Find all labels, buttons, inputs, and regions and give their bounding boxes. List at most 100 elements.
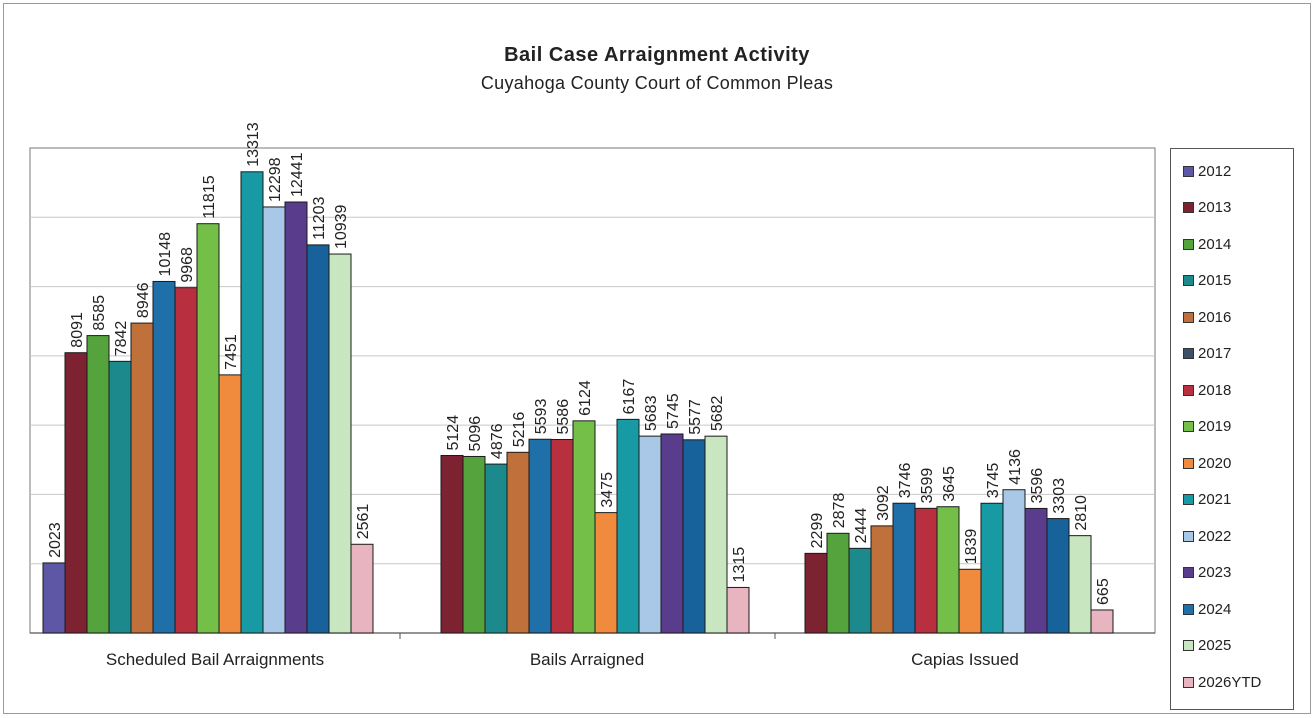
legend-label: 2013: [1198, 199, 1232, 216]
bar-data-label: 8585: [91, 295, 108, 331]
bar: [572, 420, 596, 634]
bar: [616, 418, 640, 634]
legend-label: 2021: [1198, 491, 1232, 508]
legend-item: 2018: [1183, 380, 1231, 400]
bar-data-label: 3645: [941, 466, 958, 502]
bar-data-label: 9968: [179, 247, 196, 283]
bar: [660, 433, 684, 634]
bar: [826, 532, 850, 634]
legend-swatch: [1183, 421, 1194, 432]
legend-label: 2017: [1198, 345, 1232, 362]
chart-subtitle: Cuyahoga County Court of Common Pleas: [480, 73, 834, 93]
bar: [108, 360, 132, 634]
bar: [130, 322, 154, 634]
bar: [550, 438, 574, 634]
bar: [1046, 518, 1070, 634]
legend-swatch: [1183, 457, 1194, 469]
category-label: Scheduled Bail Arraignments: [105, 650, 325, 669]
bar-data-label: 10148: [157, 232, 174, 277]
bar-data-label: 3303: [1051, 478, 1068, 514]
bar-data-label: 8946: [135, 282, 152, 318]
bar-data-label: 11203: [311, 196, 328, 239]
bar-data-label: 3745: [985, 463, 1002, 499]
category-axis: Scheduled Bail Arraignments Bails Arraign…: [0, 650, 1170, 680]
bar: [64, 352, 88, 634]
bar: [306, 244, 330, 634]
bar: [1090, 609, 1114, 634]
bar-data-label: 2299: [809, 513, 826, 549]
legend-swatch: [1183, 275, 1194, 286]
legend-label: 2024: [1198, 600, 1232, 618]
bar: [350, 543, 374, 634]
legend-swatch: [1183, 311, 1194, 323]
bar-data-label: 5745: [665, 393, 682, 429]
bar: [152, 280, 176, 634]
bar: [240, 171, 264, 634]
bar-data-label: 11815: [201, 175, 218, 218]
legend-label: 2018: [1198, 381, 1232, 399]
legend-item: 2020: [1183, 453, 1231, 473]
bar-data-label: 4136: [1007, 449, 1024, 485]
bar-data-label: 13313: [245, 122, 262, 167]
legend: 2012 2013 2014 2015 2016 2017 2018 2019 2020 2021…: [1170, 148, 1294, 710]
legend-item: 2015: [1183, 271, 1231, 291]
bar: [848, 547, 872, 634]
bar-data-label: 5593: [533, 399, 550, 435]
bar-data-label: 8091: [69, 312, 86, 348]
bar: [1024, 507, 1048, 634]
legend-swatch: [1183, 530, 1194, 542]
legend-label: 2014: [1198, 235, 1232, 253]
legend-label: 2012: [1198, 162, 1232, 180]
bar: [174, 287, 198, 634]
legend-label: 2020: [1198, 454, 1232, 472]
legend-item: 2016: [1183, 307, 1231, 327]
bar-data-label: 5096: [467, 416, 484, 452]
legend-label: 2026YTD: [1198, 673, 1262, 691]
bar-data-label: 5216: [511, 412, 528, 448]
bar-data-label: 6124: [577, 380, 594, 416]
legend-item: 2022: [1183, 526, 1231, 546]
legend-label: 2015: [1198, 272, 1232, 289]
bar: [196, 223, 220, 634]
bar: [638, 435, 662, 634]
bar: [1002, 489, 1026, 634]
bar: [1068, 535, 1092, 634]
bar-data-label: 5577: [687, 399, 704, 435]
bar: [328, 253, 352, 634]
bar-data-label: 2561: [355, 504, 372, 540]
bar-data-label: 3746: [897, 463, 914, 499]
legend-item: 2012: [1183, 161, 1231, 181]
bar-data-label: 3596: [1029, 468, 1046, 504]
bar: [726, 586, 750, 634]
legend-item: 2019: [1183, 417, 1231, 437]
bar-data-label: 2878: [831, 493, 848, 529]
bar: [892, 502, 916, 634]
bar-data-label: 5682: [709, 395, 726, 431]
bar-data-label: 12298: [267, 157, 284, 202]
bar-data-label: 5586: [555, 399, 572, 435]
legend-swatch: [1183, 676, 1194, 688]
bar-data-label: 5683: [643, 395, 660, 431]
bar-data-label: 1839: [963, 529, 980, 565]
bar-data-label: 1315: [731, 547, 748, 583]
chart-title: Bail Case Arraignment Activity: [504, 44, 810, 66]
bar: [980, 502, 1004, 634]
bar-data-label: 12441: [289, 152, 306, 197]
bar: [914, 507, 938, 634]
bar: [42, 562, 66, 634]
bar: [86, 335, 110, 634]
bar: [262, 206, 286, 634]
bar-data-label: 3475: [599, 472, 616, 508]
category-label: Capias Issued: [911, 650, 1019, 669]
legend-label: 2019: [1198, 418, 1232, 435]
plot-area: 2023 8091 8585 7842 8946 10148 9968 11815 7451 13…: [29, 122, 1156, 639]
bar-data-label: 7842: [113, 321, 130, 357]
bar: [704, 435, 728, 634]
legend-item: 2024: [1183, 599, 1231, 619]
bar-data-label: 6167: [621, 379, 638, 415]
bar-data-label: 4876: [489, 423, 506, 459]
legend-item: 2013: [1183, 198, 1231, 218]
legend-swatch: [1183, 348, 1194, 359]
bar: [506, 451, 530, 634]
legend-item: 2023: [1183, 563, 1231, 583]
